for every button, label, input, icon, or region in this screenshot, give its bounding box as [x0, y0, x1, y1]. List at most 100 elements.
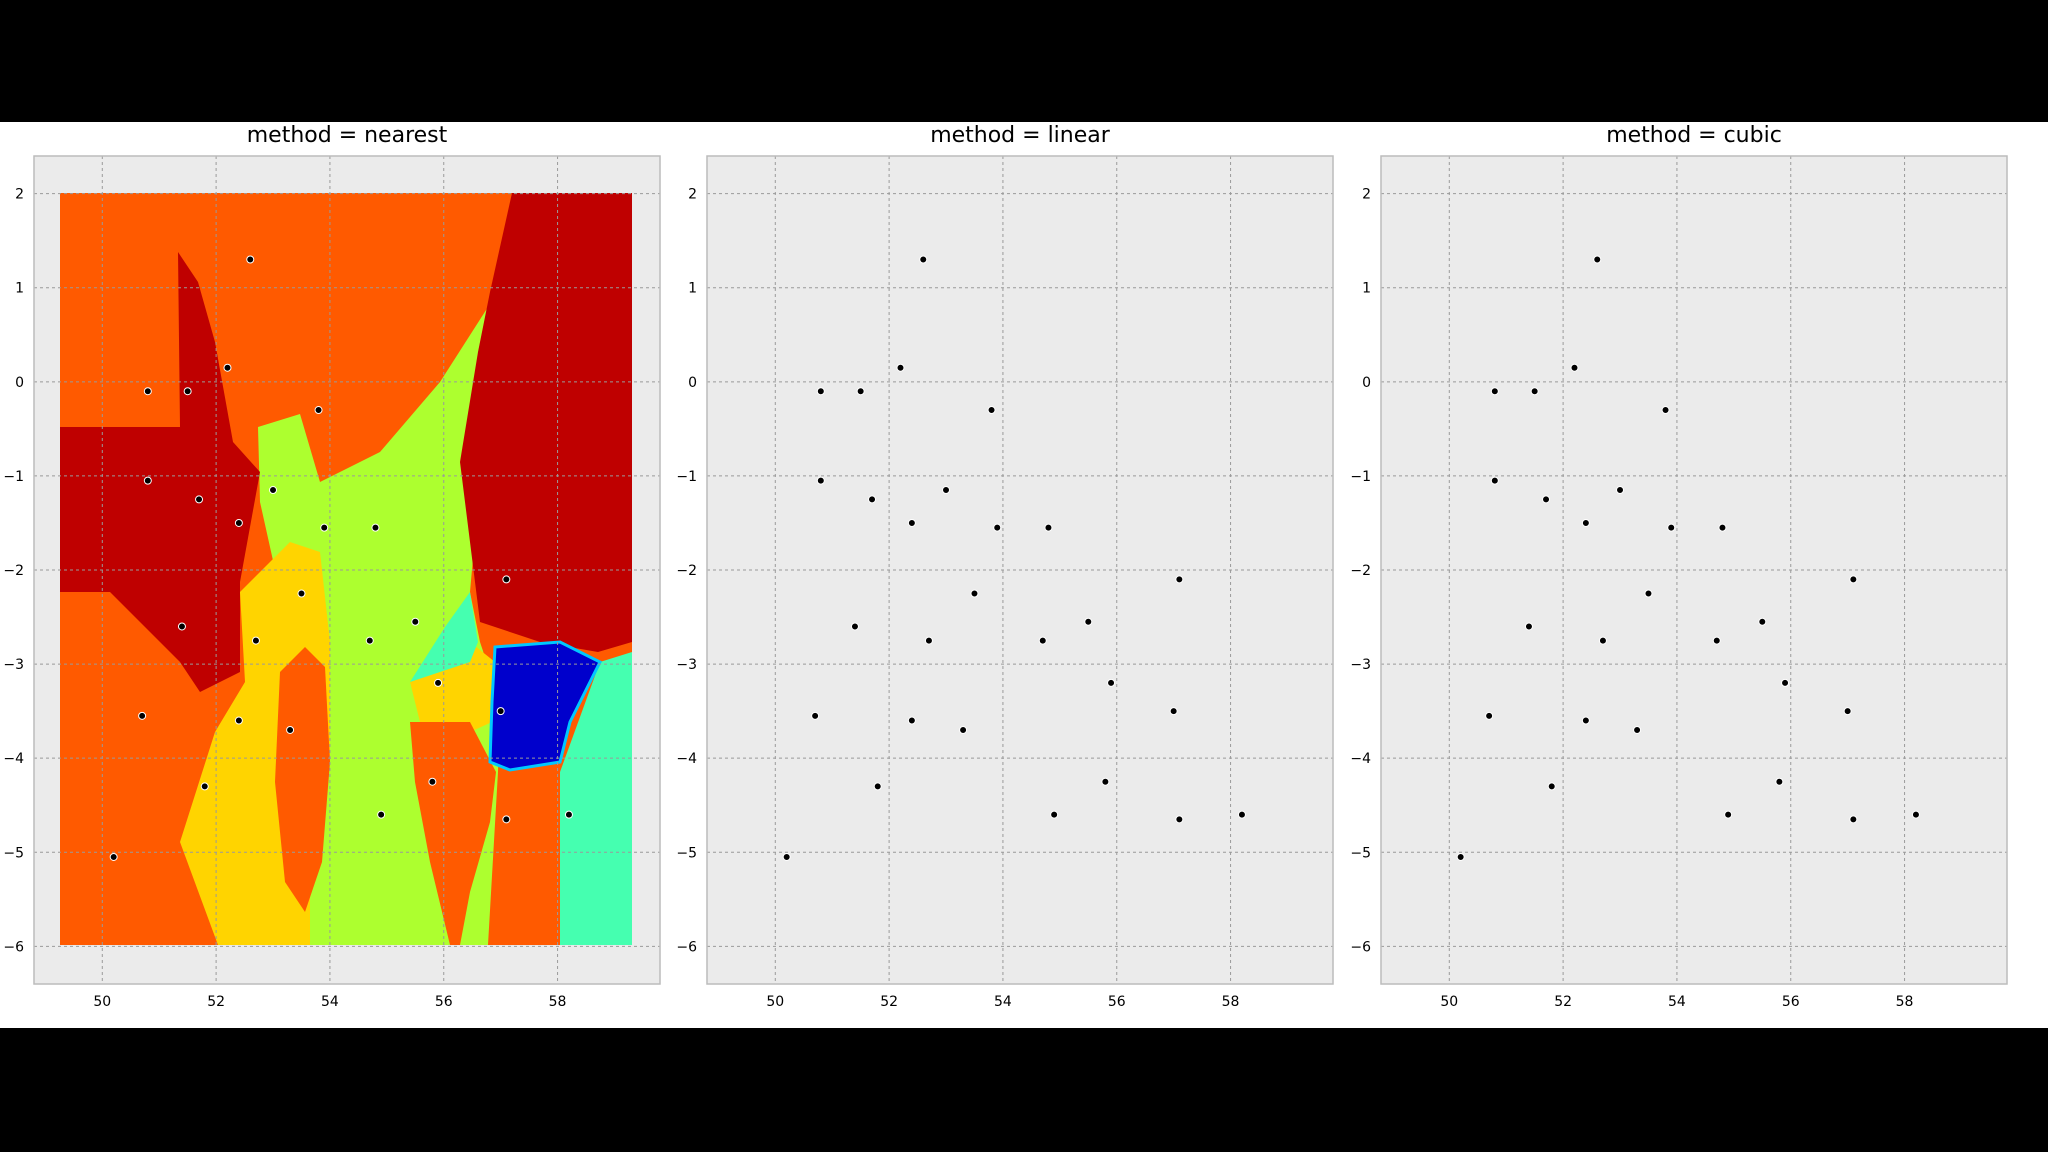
y-tick-label: 2 [688, 187, 697, 203]
y-tick-label: −5 [3, 845, 24, 861]
scatter-point [496, 707, 505, 716]
y-tick-label: −2 [676, 563, 697, 579]
y-tick-label: −1 [3, 469, 24, 485]
grid-lines [1381, 156, 2007, 984]
scatter-point [1490, 387, 1499, 396]
scatter-point [1485, 711, 1494, 720]
y-tick-label: −4 [3, 751, 24, 767]
scatter-point [297, 589, 306, 598]
y-tick-label: 1 [1362, 281, 1371, 297]
scatter-point [1758, 617, 1767, 626]
scatter-point [1712, 636, 1721, 645]
scatter-point [269, 486, 278, 495]
scatter-point [320, 523, 329, 532]
y-tick-label: −4 [676, 751, 697, 767]
scatter-point [109, 852, 118, 861]
scatter-point [993, 523, 1002, 532]
scatter-point [1490, 476, 1499, 485]
plot-frame [706, 155, 1334, 985]
scatter-point [195, 495, 204, 504]
scatter-point [1524, 622, 1533, 631]
scatter-point [286, 725, 295, 734]
scatter-point [1169, 707, 1178, 716]
scatter-point [868, 495, 877, 504]
scatter-point [1616, 486, 1625, 495]
scatter-point [428, 777, 437, 786]
subplot-title: method = cubic [1606, 123, 1782, 148]
scatter-point [942, 486, 951, 495]
y-tick-label: 1 [15, 281, 24, 297]
scatter-point [924, 636, 933, 645]
scatter-point [1598, 636, 1607, 645]
scatter-point [816, 476, 825, 485]
scatter-point [1044, 523, 1053, 532]
subplot-nearest: method = nearest 50 52 54 56 58 2 1 0 −1 −2 −3 −4 −5… [3, 123, 661, 1010]
x-tick-label: 58 [1896, 994, 1914, 1010]
y-tick-label: −1 [676, 469, 697, 485]
scatter-point [1084, 617, 1093, 626]
y-tick-label: −6 [3, 939, 24, 955]
scatter-point [1667, 523, 1676, 532]
region-red-right [460, 193, 632, 652]
scatter-point [1107, 678, 1116, 687]
scatter-point [177, 622, 186, 631]
scatter-point [138, 711, 147, 720]
x-tick-label: 52 [1554, 994, 1572, 1010]
y-tick-label: 0 [1362, 375, 1371, 391]
scatter-point [234, 518, 243, 527]
x-tick-label: 56 [435, 994, 453, 1010]
scatter-point [234, 716, 243, 725]
scatter-point [1456, 852, 1465, 861]
scatter-point [1724, 810, 1733, 819]
scatter-point [811, 711, 820, 720]
region-orange-vertical [410, 722, 496, 945]
scatter-point [502, 815, 511, 824]
figure: method = nearest 50 52 54 56 58 2 1 0 −1 −2 −3 −4 −5… [0, 122, 2048, 1028]
x-tick-label: 58 [549, 994, 567, 1010]
scatter-points [1456, 255, 1920, 861]
scatter-point [1843, 707, 1852, 716]
figure-canvas: method = nearest 50 52 54 56 58 2 1 0 −1 −2 −3 −4 −5… [3, 123, 2008, 1010]
subplot-linear: method = linear 50 52 54 56 58 2 1 0 −1 −2 −3 −4 −5 −… [676, 123, 1334, 1010]
scatter-point [1781, 678, 1790, 687]
region-red-left [60, 252, 260, 692]
scatter-point [143, 387, 152, 396]
scatter-point [1644, 589, 1653, 598]
y-tick-label: −5 [676, 845, 697, 861]
y-tick-label: −6 [676, 939, 697, 955]
x-tick-label: 52 [880, 994, 898, 1010]
scatter-points [109, 255, 573, 861]
axis-ticks: 50 52 54 56 58 2 1 0 −1 −2 −3 −4 −5 −6 [3, 187, 566, 1010]
axis-ticks: 50 52 54 56 58 2 1 0 −1 −2 −3 −4 −5 −6 [1350, 187, 1913, 1010]
scatter-point [564, 810, 573, 819]
y-tick-label: −3 [3, 657, 24, 673]
subplot-title: method = linear [930, 123, 1111, 148]
y-tick-label: −5 [1350, 845, 1371, 861]
scatter-point [1849, 815, 1858, 824]
plot-frame [33, 155, 661, 985]
grid-lines [34, 156, 660, 984]
region-blue [488, 640, 603, 772]
x-tick-label: 58 [1222, 994, 1240, 1010]
x-tick-label: 50 [1440, 994, 1458, 1010]
axis-ticks: 50 52 54 56 58 2 1 0 −1 −2 −3 −4 −5 −6 [676, 187, 1239, 1010]
subplot-title: method = nearest [247, 123, 448, 148]
y-tick-label: 2 [1362, 187, 1371, 203]
scatter-points [782, 255, 1246, 861]
x-tick-label: 52 [207, 994, 225, 1010]
subplot-cubic: method = cubic 50 52 54 56 58 2 1 0 −1 −2 −3 −4 −5 −6 [1350, 123, 2008, 1010]
region-cyan-right [560, 652, 632, 945]
scatter-point [1175, 575, 1184, 584]
plot-frame [1380, 155, 2008, 985]
scatter-point [1237, 810, 1246, 819]
y-tick-label: −3 [676, 657, 697, 673]
y-tick-label: −1 [1350, 469, 1371, 485]
scatter-point [1911, 810, 1920, 819]
scatter-point [1050, 810, 1059, 819]
scatter-point [246, 255, 255, 264]
scatter-point [1547, 782, 1556, 791]
scatter-point [1661, 406, 1670, 415]
scatter-point [223, 363, 232, 372]
scatter-point [970, 589, 979, 598]
region-orange-inner-ellipse [275, 647, 330, 912]
